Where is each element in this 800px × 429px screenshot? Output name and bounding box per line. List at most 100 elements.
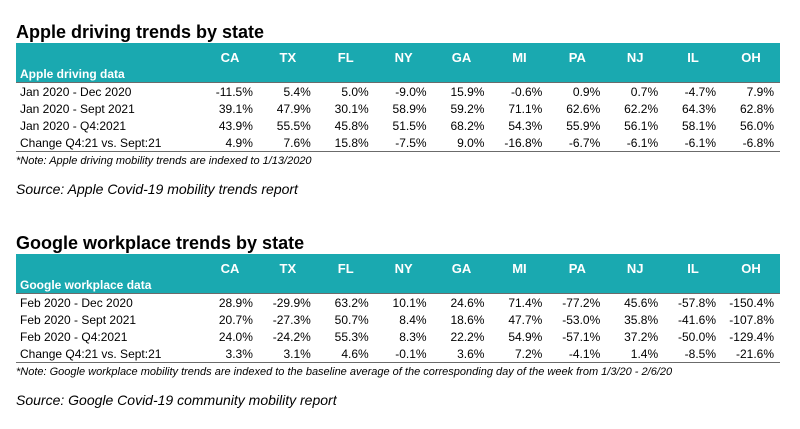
apple-source: Source: Apple Covid-19 mobility trends r… [16,181,298,197]
cell: 71.1% [508,101,543,116]
cell: -21.6% [722,345,780,363]
column-header-mi: MI [490,254,549,276]
cell: 54.3% [508,118,543,133]
cell: -6.1% [664,134,723,152]
cell: 5.0% [316,82,375,100]
row-label: Jan 2020 - Sept 2021 [20,101,135,116]
column-header-pa: PA [548,254,607,276]
column-header-pa: PA [548,43,607,65]
apple-note: *Note: Apple driving mobility trends are… [16,155,312,167]
table-row: Change Q4:21 vs. Sept:21 3.3% 3.1% 4.6% … [16,345,780,363]
apple-group-label: Apple driving data [16,65,780,83]
cell: -27.3% [272,312,311,327]
google-group-label: Google workplace data [16,276,780,294]
column-header-il: IL [664,254,723,276]
cell: 55.5% [276,118,311,133]
google-section: Google workplace trends by state CA TX F… [16,232,784,409]
cell: 9.0% [432,134,491,152]
cell: 63.2% [316,293,375,311]
cell: -6.1% [606,134,665,152]
cell: -0.1% [374,345,433,363]
cell: -16.8% [490,134,549,152]
cell: -41.6% [678,312,717,327]
cell: 1.4% [606,345,665,363]
cell: -50.0% [678,329,717,344]
column-header-fl: FL [316,43,375,65]
row-label: Jan 2020 - Q4:2021 [20,118,127,133]
column-header-fl: FL [316,254,375,276]
column-header-ca: CA [201,254,259,276]
cell: 47.9% [276,101,311,116]
cell: 7.2% [490,345,549,363]
cell: 8.4% [399,312,427,327]
column-header-ny: NY [374,254,433,276]
column-header-ga: GA [432,43,491,65]
cell: 3.1% [258,345,317,363]
cell: 56.0% [739,118,774,133]
cell: 0.7% [606,82,665,100]
cell: -6.7% [548,134,607,152]
cell: 4.9% [201,134,259,152]
cell: 59.2% [450,101,485,116]
column-header-tx: TX [258,43,317,65]
header-corner [16,254,202,276]
cell: 55.3% [334,329,369,344]
cell: 15.8% [316,134,375,152]
cell: -150.4% [722,293,780,311]
cell: 62.8% [739,101,774,116]
cell: -9.0% [374,82,433,100]
cell: -8.5% [664,345,723,363]
apple-header-row: CA TX FL NY GA MI PA NJ IL OH [16,43,780,65]
cell: 24.6% [432,293,491,311]
column-header-ga: GA [432,254,491,276]
column-header-oh: OH [722,254,780,276]
google-header-row: CA TX FL NY GA MI PA NJ IL OH [16,254,780,276]
cell: -4.1% [548,345,607,363]
apple-group-row: Apple driving data [16,65,780,83]
cell: 47.7% [508,312,543,327]
column-header-tx: TX [258,254,317,276]
cell: 4.6% [316,345,375,363]
cell: 24.0% [218,329,253,344]
cell: 35.8% [624,312,659,327]
cell: 7.9% [722,82,780,100]
cell: 54.9% [508,329,543,344]
cell: 0.9% [548,82,607,100]
cell: -129.4% [729,329,774,344]
column-header-nj: NJ [606,254,665,276]
cell: 39.1% [218,101,253,116]
cell: -57.1% [562,329,601,344]
column-header-il: IL [664,43,723,65]
column-header-oh: OH [722,43,780,65]
cell: 30.1% [334,101,369,116]
row-label: Feb 2020 - Dec 2020 [16,293,202,311]
cell: -11.5% [201,82,259,100]
google-source: Source: Google Covid-19 community mobili… [16,392,337,408]
cell: 3.6% [432,345,491,363]
cell: 50.7% [334,312,369,327]
cell: -29.9% [258,293,317,311]
google-title: Google workplace trends by state [16,233,305,253]
cell: 62.6% [566,101,601,116]
cell: 45.8% [334,118,369,133]
table-row: Jan 2020 - Dec 2020 -11.5% 5.4% 5.0% -9.… [16,82,780,100]
cell: -0.6% [490,82,549,100]
table-row: Feb 2020 - Q4:2021 24.0% -24.2% 55.3% 8.… [16,328,780,345]
cell: -6.8% [722,134,780,152]
cell: 8.3% [399,329,427,344]
cell: -24.2% [272,329,311,344]
table-row: Jan 2020 - Q4:2021 43.9% 55.5% 45.8% 51.… [16,117,780,134]
column-header-mi: MI [490,43,549,65]
cell: 64.3% [682,101,717,116]
table-row: Jan 2020 - Sept 2021 39.1% 47.9% 30.1% 5… [16,100,780,117]
cell: 15.9% [432,82,491,100]
cell: 28.9% [201,293,259,311]
apple-table: CA TX FL NY GA MI PA NJ IL OH Apple driv… [16,43,780,152]
cell: 43.9% [218,118,253,133]
row-label: Feb 2020 - Q4:2021 [20,329,128,344]
cell: 56.1% [624,118,659,133]
column-header-ny: NY [374,43,433,65]
cell: 5.4% [258,82,317,100]
cell: 58.1% [682,118,717,133]
column-header-nj: NJ [606,43,665,65]
